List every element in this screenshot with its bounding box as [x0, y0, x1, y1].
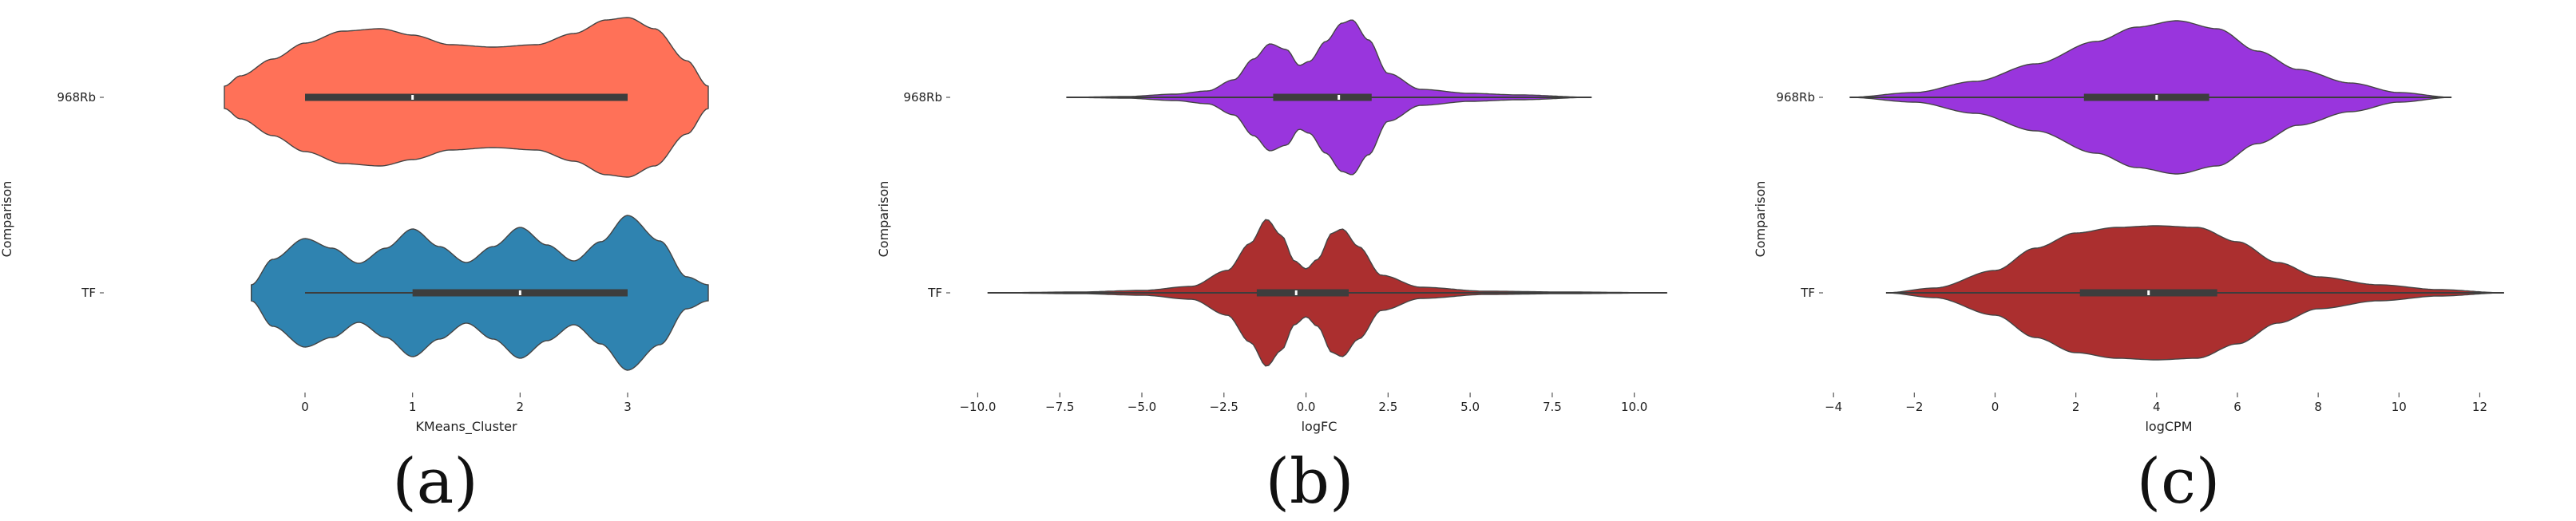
x-tick-label: 0.0 [1297, 400, 1316, 414]
x-tick-label: 2.5 [1378, 400, 1397, 414]
category-label-968rb: 968Rb [57, 90, 96, 105]
y-axis-label: Comparison [876, 181, 891, 258]
x-tick-label: 12 [2472, 400, 2487, 414]
x-tick-label: 3 [624, 400, 632, 414]
x-tick-label: 1 [409, 400, 417, 414]
median-marker-968rb [2155, 95, 2158, 100]
iqr-box-968rb [305, 93, 628, 101]
category-label-968rb: 968Rb [1776, 90, 1815, 105]
panel-label: (c) [2137, 446, 2221, 518]
x-tick-label: 4 [2153, 400, 2161, 414]
x-tick-label: 0 [301, 400, 309, 414]
median-marker-968rb [411, 95, 414, 100]
x-tick-label: 2 [517, 400, 525, 414]
x-tick-label: −4 [1825, 400, 1842, 414]
x-tick-label: 0 [1991, 400, 1999, 414]
iqr-box-968rb [1273, 93, 1372, 101]
x-tick-label: 8 [2314, 400, 2322, 414]
x-tick-label: −5.0 [1127, 400, 1156, 414]
median-marker-968rb [1338, 95, 1341, 100]
x-axis-label: KMeans_Cluster [415, 419, 517, 435]
x-tick-label: 10 [2392, 400, 2407, 414]
x-tick-label: −2.5 [1210, 400, 1238, 414]
x-axis-label: logFC [1302, 419, 1338, 434]
x-tick-label: −10.0 [959, 400, 996, 414]
panel-3: 968Rb TF −4 −2 0 2 4 6 8 10 12 logCPM Comparison (c) [1753, 20, 2504, 518]
category-label-tf: TF [1800, 286, 1815, 300]
panel-1: 968Rb TF 0 1 2 3 KMeans_Cluster Comparison (a) [0, 17, 709, 518]
x-tick-label: −2 [1905, 400, 1923, 414]
iqr-box-968rb [2083, 93, 2209, 101]
median-marker-tf [518, 290, 521, 295]
panel-label: (a) [392, 446, 478, 518]
x-tick-label: 6 [2233, 400, 2241, 414]
x-tick-label: 2 [2072, 400, 2080, 414]
category-label-tf: TF [81, 286, 96, 300]
median-marker-tf [1294, 290, 1298, 295]
y-axis-label: Comparison [1753, 181, 1768, 258]
panel-label: (b) [1266, 446, 1354, 518]
median-marker-tf [2147, 290, 2150, 295]
iqr-box-tf [1256, 289, 1349, 297]
x-axis-label: logCPM [2145, 419, 2192, 434]
x-tick-label: −7.5 [1045, 400, 1074, 414]
category-label-tf: TF [927, 286, 942, 300]
x-tick-label: 7.5 [1543, 400, 1562, 414]
y-axis-label: Comparison [0, 181, 14, 258]
panel-2: 968Rb TF −10.0 −7.5 −5.0 −2.5 0.0 2.5 5.0 7.5 10.0… [876, 19, 1667, 518]
x-tick-label: 10.0 [1621, 400, 1647, 414]
category-label-968rb: 968Rb [903, 90, 942, 105]
x-tick-label: 5.0 [1460, 400, 1480, 414]
